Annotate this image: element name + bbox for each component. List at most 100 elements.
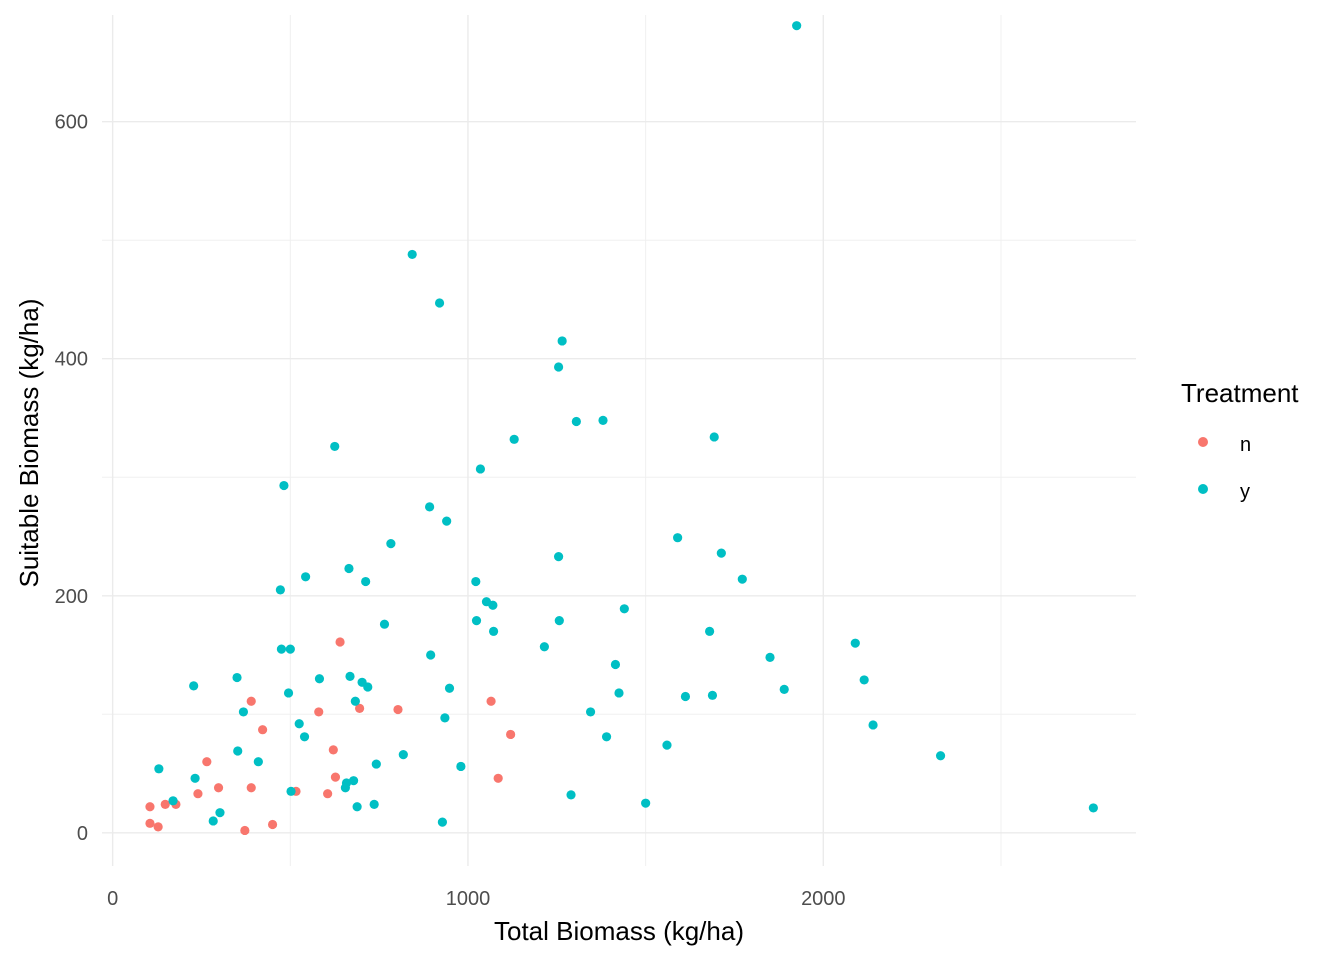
data-point-y <box>765 652 775 662</box>
data-point-y <box>285 644 295 654</box>
x-tick-label: 1000 <box>446 888 491 910</box>
data-point-n <box>355 703 365 713</box>
data-point-y <box>168 796 178 806</box>
data-point-y <box>232 672 242 683</box>
data-point-y <box>371 759 381 769</box>
data-point-y <box>571 416 581 427</box>
data-point-y <box>444 683 455 693</box>
data-point-y <box>456 761 466 772</box>
data-point-y <box>350 696 360 706</box>
data-point-y <box>662 740 672 750</box>
legend-label-n: n <box>1240 434 1251 456</box>
data-point-y <box>345 671 355 681</box>
data-point-y <box>1088 803 1098 813</box>
data-point-y <box>619 604 629 614</box>
data-point-y <box>189 681 199 691</box>
data-point-n <box>246 783 256 793</box>
x-axis-tick-labels: 0 1000 2000 <box>107 888 845 910</box>
data-point-n <box>493 773 503 783</box>
y-axis-tick-labels: 0 200 400 600 <box>55 112 88 845</box>
data-point-n <box>267 819 278 830</box>
data-point-y <box>361 576 371 587</box>
data-point-y <box>598 415 608 425</box>
data-point-y <box>341 778 352 788</box>
data-point-y <box>208 816 218 826</box>
data-point-y <box>440 713 450 723</box>
data-point-n <box>213 783 224 793</box>
data-point-y <box>737 574 747 584</box>
data-point-y <box>379 619 390 629</box>
data-point-y <box>716 548 726 558</box>
data-point-y <box>299 732 310 742</box>
x-tick-label: 2000 <box>801 888 846 910</box>
data-point-n <box>330 772 341 782</box>
data-point-y <box>488 626 499 636</box>
data-point-y <box>471 576 481 587</box>
data-point-n <box>145 802 155 812</box>
data-point-y <box>673 533 683 543</box>
data-point-n <box>314 707 324 717</box>
data-point-y <box>610 659 621 670</box>
data-point-y <box>792 21 802 31</box>
data-point-n <box>328 745 338 755</box>
data-point-y <box>348 776 359 786</box>
data-point-y <box>434 298 445 308</box>
y-tick-label: 200 <box>55 586 88 608</box>
data-point-y <box>557 336 567 346</box>
data-point-y <box>680 691 691 702</box>
data-point-y <box>238 707 249 717</box>
data-point-y <box>286 786 296 796</box>
data-point-y <box>488 600 498 610</box>
data-point-y <box>398 749 408 760</box>
data-point-y <box>553 552 564 562</box>
data-point-y <box>190 773 200 783</box>
data-point-n <box>323 789 333 799</box>
data-point-y <box>585 707 596 717</box>
data-point-y <box>614 688 624 698</box>
data-point-y <box>279 480 289 491</box>
data-point-y <box>425 502 435 512</box>
legend-key-n <box>1198 437 1208 447</box>
data-point-y <box>850 638 860 648</box>
major-gridlines <box>102 15 1136 866</box>
data-point-y <box>369 799 379 809</box>
data-point-y <box>283 688 294 698</box>
data-point-n <box>240 825 250 836</box>
data-points <box>145 21 1098 836</box>
data-point-y <box>471 616 482 626</box>
data-point-y <box>779 684 789 694</box>
data-point-y <box>935 751 946 761</box>
data-point-y <box>509 434 519 444</box>
data-point-n <box>486 696 496 706</box>
data-point-y <box>553 362 564 372</box>
data-point-y <box>475 464 486 474</box>
data-point-y <box>386 539 396 549</box>
data-point-y <box>437 817 448 827</box>
data-point-y <box>859 675 869 685</box>
x-tick-label: 0 <box>107 888 118 910</box>
data-point-y <box>566 790 576 800</box>
data-point-n <box>335 637 345 647</box>
legend-title: Treatment <box>1181 378 1299 408</box>
data-point-y <box>215 808 225 818</box>
data-point-y <box>601 732 612 742</box>
y-axis-title: Suitable Biomass (kg/ha) <box>14 298 44 587</box>
legend-label-y: y <box>1240 481 1250 503</box>
data-point-y <box>275 585 285 595</box>
data-point-y <box>330 441 340 452</box>
data-point-y <box>301 572 311 582</box>
y-tick-label: 400 <box>55 349 88 371</box>
data-point-y <box>442 516 452 526</box>
data-point-n <box>153 822 163 832</box>
y-tick-label: 600 <box>55 112 88 134</box>
data-point-n <box>393 704 403 715</box>
data-point-n <box>202 757 212 767</box>
minor-gridlines <box>102 15 1136 866</box>
data-point-n <box>160 799 170 809</box>
data-point-y <box>709 432 719 442</box>
data-point-y <box>253 757 263 767</box>
legend-key-y <box>1198 484 1208 494</box>
legend: Treatment n y <box>1181 378 1299 503</box>
data-point-y <box>641 798 651 808</box>
